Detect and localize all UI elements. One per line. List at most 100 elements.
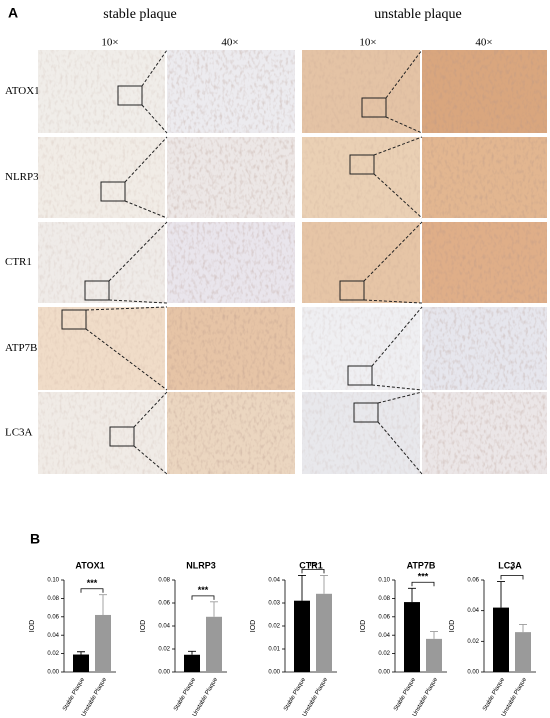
panel-label: A — [8, 5, 18, 21]
zoom-line — [371, 306, 423, 367]
zoom-line — [377, 391, 423, 404]
error-bar — [519, 624, 527, 633]
zoom-line — [133, 391, 168, 428]
zoom-line — [385, 49, 423, 99]
zoom-box — [61, 309, 87, 330]
zoom-line — [85, 328, 168, 391]
error-bar — [77, 651, 85, 655]
bar — [404, 602, 420, 672]
y-axis-label: IOD — [29, 620, 36, 632]
zoom-box — [349, 154, 375, 175]
zoom-line — [124, 136, 168, 183]
zoom-line — [385, 116, 423, 134]
y-tick-label: 0.02 — [378, 651, 390, 657]
y-axis-label: IOD — [449, 620, 456, 632]
magnification: 10× — [359, 37, 376, 49]
micrograph-texture — [167, 50, 295, 133]
zoom-line — [133, 445, 168, 475]
x-tick-label: Stable Plaque — [173, 676, 197, 712]
significance-label: *** — [198, 585, 209, 595]
zoom-box — [339, 280, 365, 301]
error-bar — [408, 587, 416, 603]
row-label: ATP7B — [5, 342, 37, 354]
chart-title: NLRP3 — [186, 560, 216, 570]
x-tick-label: Unstable Plaque — [81, 676, 109, 718]
chart-title: ATOX1 — [75, 560, 104, 570]
zoom-line — [363, 221, 423, 282]
bar-charts: ATOX1 IOD 0.00 0.02 0.04 0.06 0.08 0.10 Stable P… — [29, 560, 536, 718]
x-tick-label: Stable Plaque — [283, 676, 307, 712]
micrograph-texture — [422, 137, 547, 218]
y-tick-label: 0.06 — [47, 614, 59, 620]
row-label: CTR1 — [5, 256, 32, 268]
y-tick-label: 0.10 — [47, 578, 59, 584]
micrographs: ATOX1 NLRP3 CTR1 ATP7B LC3A — [5, 49, 547, 475]
bar — [426, 638, 442, 672]
micrograph-texture — [38, 307, 165, 390]
x-tick-label: Unstable Plaque — [412, 676, 440, 718]
micrograph-texture — [167, 392, 295, 474]
micrograph-texture — [422, 392, 547, 474]
y-tick-label: 0.00 — [47, 670, 59, 676]
y-axis-label: IOD — [250, 620, 257, 632]
micrograph-texture — [38, 50, 165, 133]
significance-bracket — [191, 595, 215, 600]
bar — [316, 593, 332, 672]
row-label: LC3A — [5, 427, 33, 439]
chart-title: LC3A — [498, 560, 522, 570]
zoom-line — [377, 421, 423, 475]
significance-bracket — [301, 569, 325, 574]
group-title: stable plaque — [103, 7, 176, 22]
y-tick-label: 0.04 — [378, 633, 390, 639]
y-axis-label: IOD — [360, 620, 367, 632]
zoom-box — [347, 365, 373, 386]
y-tick-label: 0.02 — [158, 647, 170, 653]
y-tick-label: 0.06 — [378, 614, 390, 620]
x-tick-label: Unstable Plaque — [501, 676, 529, 718]
micrograph-texture — [422, 50, 547, 133]
chart-title: ATP7B — [407, 560, 436, 570]
magnification: 40× — [475, 37, 492, 49]
error-bar — [298, 574, 306, 601]
chart-title: CTR1 — [299, 560, 323, 570]
bar — [515, 632, 531, 672]
group-title: unstable plaque — [374, 7, 461, 22]
y-tick-label: 0.00 — [158, 670, 170, 676]
zoom-line — [371, 384, 423, 391]
zoom-box — [100, 181, 126, 202]
y-tick-label: 0.08 — [47, 596, 59, 602]
y-tick-label: 0.04 — [158, 624, 170, 630]
micrograph-texture — [302, 307, 420, 390]
y-tick-label: 0.02 — [467, 639, 479, 645]
y-tick-label: 0.00 — [268, 670, 280, 676]
micrograph-texture — [38, 222, 165, 303]
y-axis-label: IOD — [140, 620, 147, 632]
significance-label: *** — [418, 572, 429, 582]
y-tick-label: 0.04 — [467, 608, 479, 614]
micrograph-texture — [422, 222, 547, 303]
y-tick-label: 0.01 — [268, 647, 280, 653]
significance-label: * — [510, 565, 514, 575]
error-bar — [210, 601, 218, 617]
y-tick-label: 0.02 — [47, 651, 59, 657]
micrograph-texture — [302, 50, 420, 133]
bar — [206, 616, 222, 672]
error-bar — [320, 574, 328, 594]
bar — [493, 607, 509, 672]
x-tick-label: Stable Plaque — [393, 676, 417, 712]
y-tick-label: 0.03 — [268, 601, 280, 607]
x-tick-label: Stable Plaque — [482, 676, 506, 712]
zoom-box — [361, 97, 387, 118]
micrograph-texture — [38, 137, 165, 218]
x-tick-label: Unstable Plaque — [302, 676, 330, 718]
zoom-box — [84, 280, 110, 301]
zoom-box — [109, 426, 135, 447]
zoom-line — [141, 49, 168, 87]
y-tick-label: 0.06 — [158, 601, 170, 607]
y-tick-label: 0.06 — [467, 578, 479, 584]
row-label: ATOX1 — [5, 85, 40, 97]
row-label: NLRP3 — [5, 171, 39, 183]
error-bar — [188, 650, 196, 655]
micrograph-texture — [302, 137, 420, 218]
